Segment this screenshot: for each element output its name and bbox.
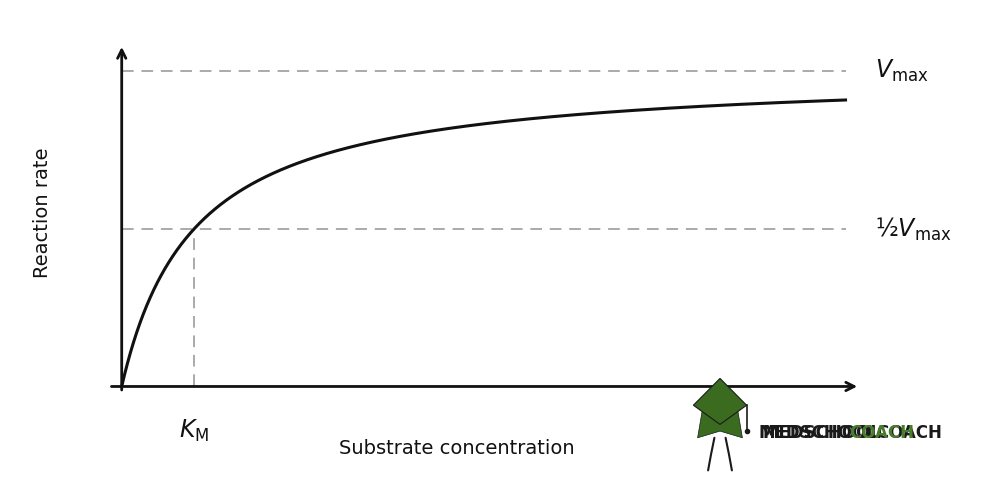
Text: MEDSCHOOLCOACH: MEDSCHOOLCOACH — [758, 424, 942, 443]
Polygon shape — [693, 378, 747, 424]
Text: $V_{\rm max}$: $V_{\rm max}$ — [875, 58, 929, 84]
Text: MEDSCHOOL: MEDSCHOOL — [762, 424, 881, 443]
Text: $K_{\rm M}$: $K_{\rm M}$ — [179, 418, 209, 444]
Text: Substrate concentration: Substrate concentration — [339, 440, 575, 458]
Text: $\mathregular{½}V_{\rm max}$: $\mathregular{½}V_{\rm max}$ — [875, 216, 952, 242]
Polygon shape — [698, 409, 742, 438]
Text: Reaction rate: Reaction rate — [34, 148, 52, 278]
Text: COACH: COACH — [849, 424, 914, 443]
